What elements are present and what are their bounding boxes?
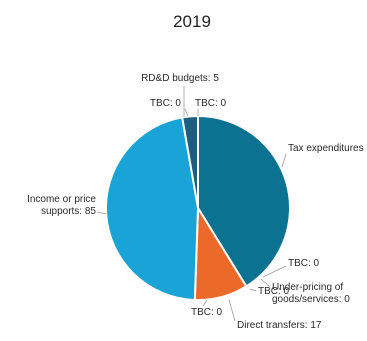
slice-label: Tax expenditures <box>288 143 364 154</box>
leader-line <box>228 299 236 322</box>
slice-label: Income or price supports: 85 <box>27 194 96 217</box>
leader-line <box>96 211 107 215</box>
leader-line <box>202 299 208 307</box>
leader-line <box>249 288 257 292</box>
slice-label: Direct transfers: 17 <box>237 320 322 331</box>
leader-line <box>184 108 189 117</box>
slice-label: TBC: 0 <box>195 98 227 109</box>
leader-line <box>260 278 271 288</box>
slice-label: TBC: 0 <box>191 307 223 318</box>
leader-lines <box>96 86 287 322</box>
slice-label: Under-pricing of goods/services: 0 <box>272 282 350 305</box>
chart-title: 2019 <box>173 12 211 31</box>
pie-slices <box>105 114 291 301</box>
slice-label: TBC: 0 <box>288 258 320 269</box>
leader-line <box>262 265 287 278</box>
leader-line <box>281 153 287 168</box>
slice-label: RD&D budgets: 5 <box>141 73 219 84</box>
slice-label: TBC: 0 <box>258 286 290 297</box>
pie-slice-income-or-price-supports <box>105 116 200 301</box>
slice-label: TBC: 0 <box>150 98 182 109</box>
